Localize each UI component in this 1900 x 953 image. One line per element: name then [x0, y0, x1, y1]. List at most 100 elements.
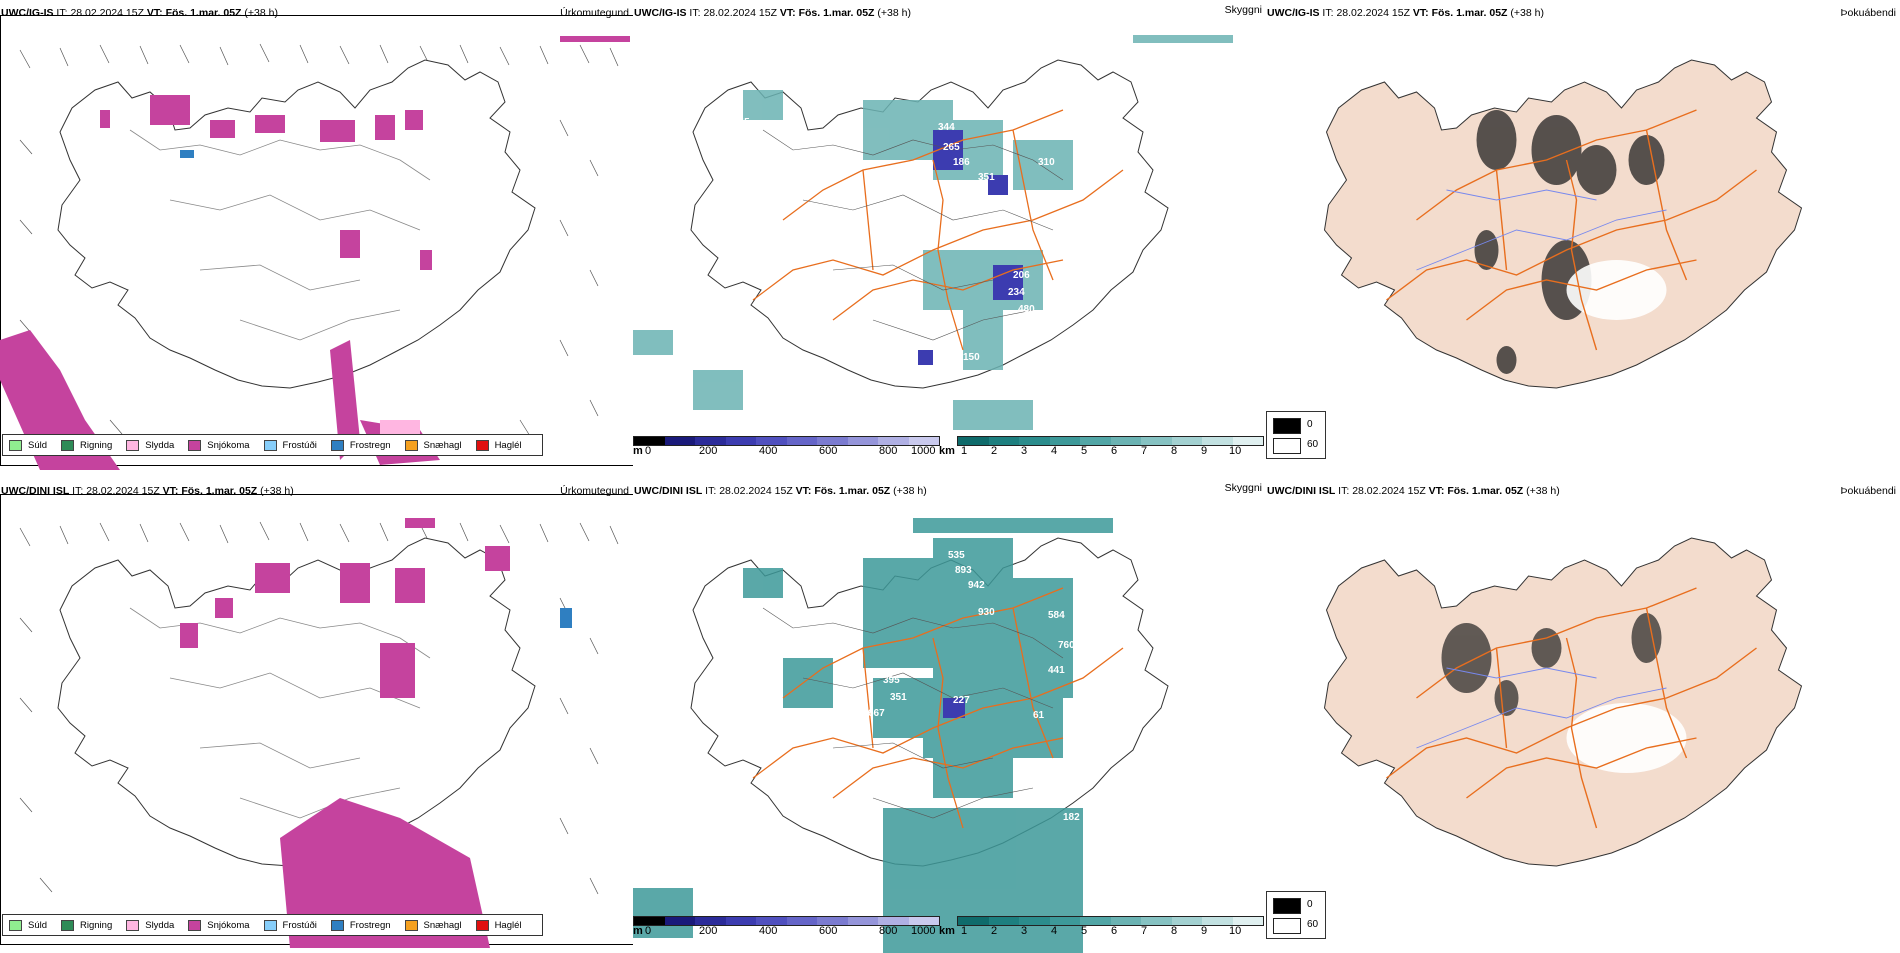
legend-label: Rigning — [80, 919, 113, 931]
legend-label: Snjókoma — [207, 919, 250, 931]
vt-label: VT: — [146, 7, 163, 19]
legend-swatch — [126, 439, 140, 451]
legend-label: Súld — [28, 439, 48, 451]
lead-time: (+38 h) — [260, 485, 294, 497]
ceiling-label: 150 — [963, 352, 980, 363]
ceiling-scale — [633, 916, 940, 926]
lead-time: (+38 h) — [1526, 485, 1560, 497]
fog-map — [1324, 59, 1802, 389]
legend-swatch — [475, 919, 489, 931]
model-name: UWC/IG-IS — [1267, 7, 1320, 19]
tick: 1000 — [911, 445, 936, 457]
fog-label: 60 — [1307, 439, 1319, 450]
model-name: UWC/DINI ISL — [1267, 485, 1336, 497]
it-label: IT: — [56, 7, 68, 19]
fog-swatch — [1273, 438, 1301, 454]
map-frame — [0, 15, 633, 466]
ceiling-label: 395 — [883, 675, 900, 686]
model-name: UWC/DINI ISL — [1, 485, 70, 497]
tick: 7 — [1141, 445, 1148, 457]
panel-precip-row1: UWC/IG-IS IT: 28.02.2024 15Z VT: Fös. 1.… — [0, 0, 633, 475]
legend-item: Slydda — [126, 919, 175, 931]
vt-label: VT: — [779, 7, 796, 19]
ceiling-label: 427 — [1073, 756, 1090, 767]
panel-title: Skyggni — [1224, 482, 1262, 494]
legend-swatch — [61, 439, 75, 451]
legend-item: Frostúði — [263, 439, 317, 451]
ceiling-label: 310 — [1038, 157, 1055, 168]
ceiling-label: 760 — [1058, 640, 1075, 651]
tick: 8 — [1171, 445, 1178, 457]
tick: 1000 — [911, 925, 936, 937]
lead-time: (+38 h) — [893, 485, 927, 497]
tick: 6 — [1111, 445, 1118, 457]
fog-label: 0 — [1307, 419, 1313, 430]
legend-swatch — [330, 439, 344, 451]
panel-title: Úrkomutegund — [560, 7, 629, 19]
panel-fog-row1: UWC/IG-IS IT: 28.02.2024 15Z VT: Fös. 1.… — [1266, 0, 1900, 475]
tick: 2 — [991, 925, 998, 937]
legend-item: Snjókoma — [188, 439, 250, 451]
it-value: 28.02.2024 15Z — [86, 485, 160, 497]
legend-item: Snjókoma — [188, 919, 250, 931]
ceiling-label: 667 — [868, 708, 885, 719]
legend-swatch — [263, 919, 277, 931]
legend-label: Snæhagl — [423, 439, 462, 451]
vt-value: Fös. 1.mar. 05Z — [181, 485, 258, 497]
ceiling-label: 486 — [1108, 582, 1125, 593]
vt-value: Fös. 1.mar. 05Z — [1447, 485, 1524, 497]
legend-swatch — [475, 439, 489, 451]
panel-header: UWC/IG-IS IT: 28.02.2024 15Z VT: Fös. 1.… — [1267, 7, 1544, 19]
ceiling-label: 227 — [953, 695, 970, 706]
ceiling-label: 930 — [978, 607, 995, 618]
precip-legend: Súld Rigning Slydda Snjókoma Frostúði Fr… — [2, 914, 543, 936]
tick: 3 — [1021, 925, 1028, 937]
panel-header: UWC/DINI ISL IT: 28.02.2024 15Z VT: Fös.… — [1267, 485, 1560, 497]
model-name: UWC/IG-IS — [634, 7, 687, 19]
tick: 400 — [759, 445, 778, 457]
ceiling-label: 893 — [955, 565, 972, 576]
panel-title: Þokuábendi — [1840, 7, 1896, 19]
ceiling-label: 61 — [1033, 710, 1045, 721]
vis-scale — [957, 916, 1264, 926]
panel-precip-row2: UWC/DINI ISL IT: 28.02.2024 15Z VT: Fös.… — [0, 478, 633, 953]
it-label: IT: — [72, 485, 84, 497]
it-label: IT: — [705, 485, 717, 497]
tick: 4 — [1051, 445, 1058, 457]
fog-map — [1324, 537, 1802, 867]
tick: 10 — [1229, 445, 1242, 457]
legend-label: Slydda — [145, 919, 175, 931]
legend-label: Súld — [28, 919, 48, 931]
ceiling-label: 351 — [890, 692, 907, 703]
vis-scale — [957, 436, 1264, 446]
fog-legend: 0 60 — [1266, 411, 1326, 459]
vt-label: VT: — [1428, 485, 1445, 497]
ceiling-label: 351 — [978, 172, 995, 183]
ceiling-label: 344 — [938, 122, 955, 133]
tick: 7 — [1141, 925, 1148, 937]
legend-item: Frostregn — [330, 919, 391, 931]
panel-visibility-row2: 535 893 942 930 584 760 441 395 351 227 667 61 333 20… — [633, 478, 1266, 953]
it-label: IT: — [689, 7, 701, 19]
fog-swatch — [1273, 918, 1301, 934]
tick: 3 — [1021, 445, 1028, 457]
legend-label: Haglél — [494, 439, 522, 451]
ceiling-label: 333 — [1078, 728, 1095, 739]
fog-legend: 0 60 — [1266, 891, 1326, 939]
ceiling-label: 206 — [1013, 270, 1030, 281]
tick: 5 — [1081, 445, 1088, 457]
model-name: UWC/DINI ISL — [634, 485, 703, 497]
legend-label: Frostregn — [349, 439, 391, 451]
legend-swatch — [404, 439, 418, 451]
vt-value: Fös. 1.mar. 05Z — [1431, 7, 1508, 19]
ceiling-scale — [633, 436, 940, 446]
panel-fog-row2: UWC/DINI ISL IT: 28.02.2024 15Z VT: Fös.… — [1266, 478, 1900, 953]
vt-label: VT: — [162, 485, 179, 497]
tick: 8 — [1171, 925, 1178, 937]
ceiling-label: 109 — [1063, 334, 1080, 345]
vt-value: Fös. 1.mar. 05Z — [165, 7, 242, 19]
legend-label: Rigning — [80, 439, 113, 451]
lead-time: (+38 h) — [1510, 7, 1544, 19]
panel-header: UWC/DINI ISL IT: 28.02.2024 15Z VT: Fös.… — [1, 485, 294, 497]
